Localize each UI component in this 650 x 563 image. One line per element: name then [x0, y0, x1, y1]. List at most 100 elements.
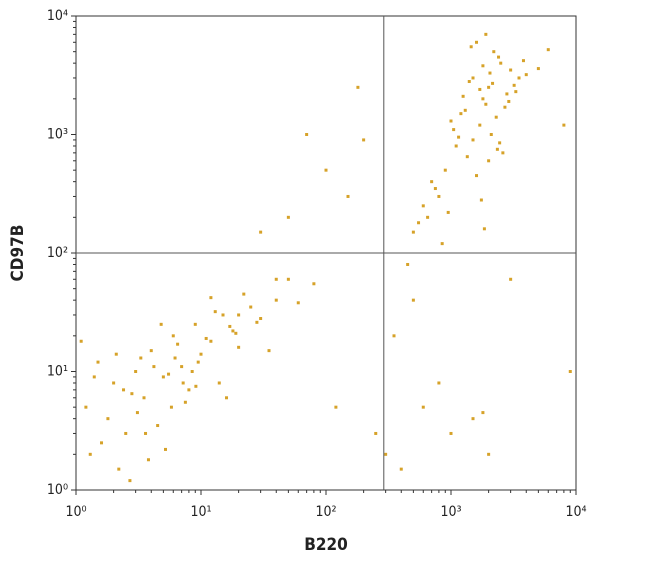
point [478, 123, 482, 127]
point [296, 301, 300, 305]
point [237, 313, 241, 317]
point [135, 411, 139, 415]
point [128, 479, 132, 483]
point [487, 159, 491, 163]
point [79, 339, 83, 343]
point [169, 405, 173, 409]
point [106, 417, 110, 421]
point [509, 68, 513, 72]
point [305, 133, 309, 136]
x-tick-label: 10⁴ [565, 504, 586, 520]
point [117, 467, 121, 471]
point [459, 112, 463, 116]
point [286, 277, 290, 281]
point [484, 32, 488, 36]
point [159, 322, 163, 326]
point [479, 198, 483, 202]
point [194, 384, 198, 388]
point [461, 94, 465, 98]
point [562, 123, 566, 127]
y-axis-title: CD97B [8, 225, 28, 282]
point [204, 336, 208, 340]
point [196, 360, 200, 364]
point [475, 174, 479, 178]
point [183, 400, 187, 404]
point [286, 215, 290, 219]
point [171, 334, 175, 338]
point [546, 48, 550, 52]
point [482, 227, 486, 231]
point [399, 467, 403, 471]
point [225, 396, 229, 400]
point [507, 99, 511, 103]
point [392, 334, 396, 338]
point [536, 67, 540, 71]
point [199, 352, 203, 356]
point [454, 144, 458, 148]
point [484, 102, 488, 106]
point [130, 392, 134, 396]
point [356, 85, 360, 89]
point [498, 141, 502, 145]
point [457, 135, 461, 139]
point [505, 92, 509, 96]
point [495, 147, 499, 151]
point [463, 108, 467, 112]
point [190, 370, 194, 373]
x-tick-label: 10¹ [190, 504, 211, 520]
point [499, 61, 503, 65]
point [440, 242, 444, 246]
point [124, 431, 128, 435]
point [437, 194, 441, 198]
point [181, 381, 185, 385]
y-tick-label: 10⁴ [47, 8, 68, 24]
point [231, 329, 235, 333]
point [521, 59, 525, 63]
point [446, 210, 450, 214]
point [443, 168, 447, 172]
point [274, 298, 278, 302]
point [114, 352, 118, 356]
point [514, 90, 518, 94]
point [324, 168, 328, 172]
point [494, 115, 498, 119]
point [433, 187, 437, 191]
point [517, 76, 521, 80]
point [242, 292, 246, 296]
point [267, 349, 271, 353]
point [221, 313, 225, 317]
point [161, 375, 165, 379]
point [471, 76, 475, 80]
point [437, 381, 441, 385]
point [100, 441, 104, 445]
point [228, 324, 232, 328]
point [112, 381, 116, 385]
point [84, 405, 88, 409]
point [501, 151, 505, 155]
point [173, 356, 177, 360]
point [411, 298, 415, 302]
y-tick-label: 10² [47, 245, 68, 261]
point [167, 372, 171, 376]
point [164, 447, 168, 451]
x-tick-label: 10³ [440, 504, 461, 520]
point [249, 305, 253, 309]
point [92, 375, 96, 379]
point [142, 396, 146, 400]
point [452, 128, 456, 132]
point [426, 215, 430, 219]
x-tick-label: 10⁰ [65, 504, 86, 520]
point [475, 40, 479, 44]
point [491, 81, 495, 85]
point [209, 339, 213, 343]
point [492, 50, 496, 54]
point [430, 180, 434, 184]
point [497, 55, 501, 59]
point [384, 452, 388, 456]
point [259, 317, 263, 321]
point [406, 262, 410, 266]
point [96, 360, 100, 364]
point [411, 230, 415, 234]
point [489, 133, 493, 136]
point [512, 83, 516, 87]
